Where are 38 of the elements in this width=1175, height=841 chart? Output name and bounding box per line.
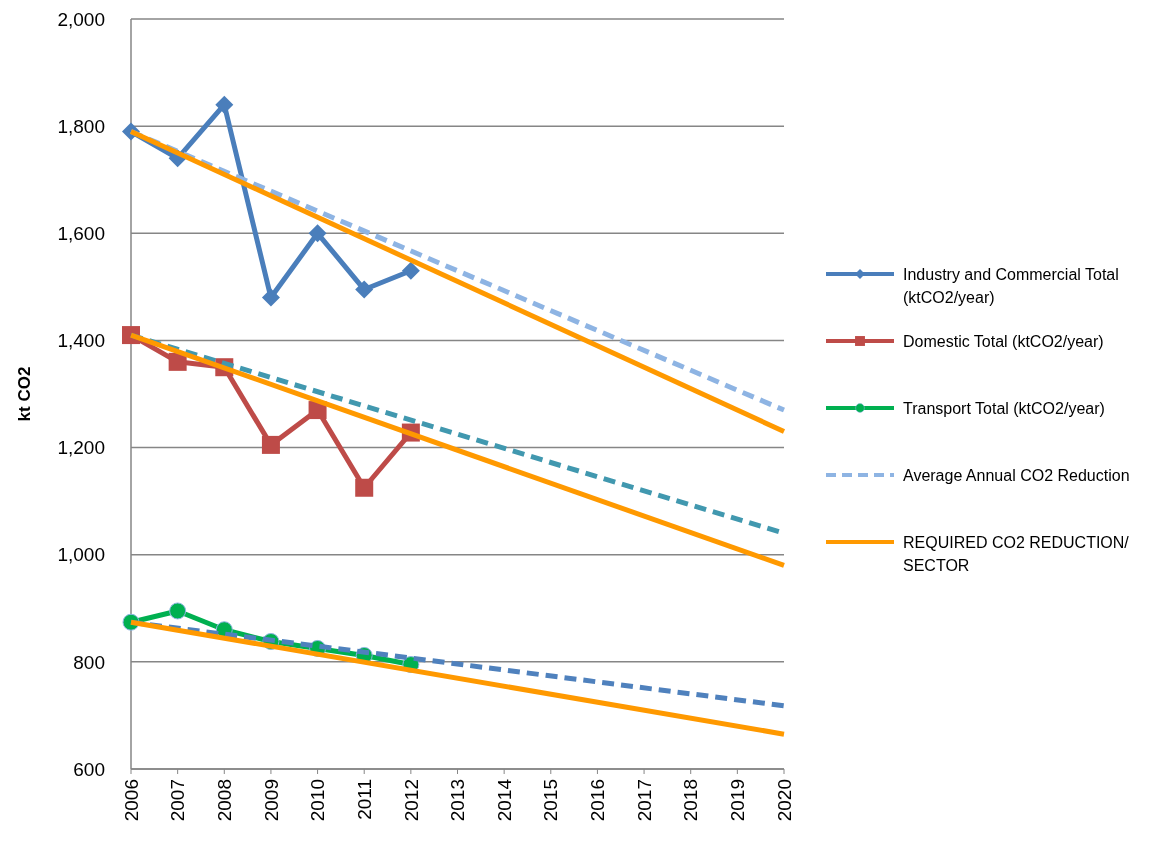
y-tick-label: 1,400 [57, 330, 105, 352]
x-tick-label: 2010 [307, 779, 329, 822]
legend-label: Domestic Total (ktCO2/year) [903, 332, 1104, 350]
x-tick-label: 2008 [213, 779, 235, 822]
point [168, 352, 187, 371]
x-tick-label: 2009 [260, 779, 282, 822]
point [355, 280, 374, 299]
x-tick-label: 2019 [727, 779, 749, 822]
y-tick-label: 600 [73, 758, 105, 780]
x-tick-label: 2011 [353, 779, 375, 820]
legend-label: Average Annual CO2 Reduction [903, 466, 1130, 484]
point [261, 435, 280, 454]
x-tick-label: 2018 [680, 779, 702, 822]
x-tick-label: 2016 [587, 779, 609, 822]
y-tick-label: 1,600 [57, 222, 105, 244]
x-tick-label: 2020 [773, 779, 795, 822]
y-tick-label: 1,800 [57, 115, 105, 137]
y-tick-label: 1,200 [57, 437, 105, 459]
point [215, 95, 234, 114]
point [169, 602, 187, 620]
legend-label: REQUIRED CO2 REDUCTION/ SECTOR [903, 533, 1130, 574]
legend-label: Industry and Commercial Total (ktCO2/year) [903, 265, 1119, 306]
x-tick-label: 2007 [167, 779, 189, 822]
y-tick-label: 2,000 [57, 8, 105, 30]
x-tick-label: 2015 [540, 779, 562, 822]
point [308, 224, 327, 243]
point [401, 261, 420, 280]
x-tick-label: 2012 [400, 779, 422, 822]
y-tick-label: 800 [73, 651, 105, 673]
x-tick-label: 2013 [447, 779, 469, 822]
x-tick-label: 2017 [633, 779, 655, 822]
point [355, 478, 374, 497]
y-tick-label: 1,000 [57, 544, 105, 566]
point [261, 288, 280, 307]
x-tick-label: 2006 [120, 779, 142, 822]
legend-label: Transport Total (ktCO2/year) [903, 399, 1105, 417]
y-axis-title: kt CO2 [15, 366, 34, 422]
x-tick-label: 2014 [493, 778, 515, 822]
